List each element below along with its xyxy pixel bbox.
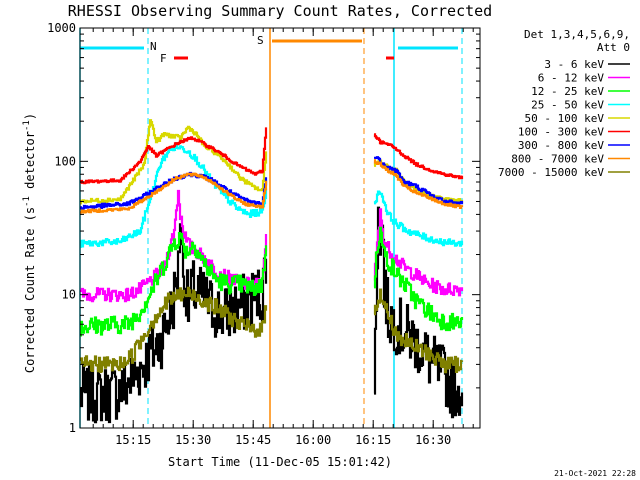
- x-tick-label: 16:15: [355, 433, 391, 447]
- x-tick-label: 15:30: [175, 433, 211, 447]
- saa-label: S: [257, 34, 264, 47]
- legend-entry-label: 50 - 100 keV: [525, 112, 605, 125]
- night-marker-label: N: [150, 40, 157, 53]
- legend-entry-label: 100 - 300 keV: [518, 126, 604, 139]
- timestamp: 21-Oct-2021 22:28: [554, 469, 636, 478]
- legend-entry-label: 6 - 12 keV: [538, 72, 605, 85]
- legend-header: Att 0: [597, 41, 630, 54]
- y-tick-label: 100: [54, 154, 76, 168]
- legend-entry-label: 3 - 6 keV: [544, 58, 604, 71]
- flare-label: F: [160, 52, 167, 65]
- x-tick-label: 15:45: [235, 433, 271, 447]
- y-tick-label: 1000: [47, 21, 76, 35]
- y-tick-label: 10: [62, 288, 76, 302]
- series-line: [79, 159, 464, 214]
- svg-text:Corrected Count Rate (s-1 dete: Corrected Count Rate (s-1 detector-1): [22, 113, 37, 373]
- y-axis-label: Corrected Count Rate (s-1 detector-1): [22, 113, 37, 373]
- x-tick-label: 16:30: [415, 433, 451, 447]
- legend-entry-label: 800 - 7000 keV: [511, 153, 604, 166]
- y-axis-label-sup: -1: [22, 196, 32, 207]
- plot-series: [79, 119, 464, 424]
- legend-entry-label: 12 - 25 keV: [531, 85, 604, 98]
- legend-entry-label: 7000 - 15000 keV: [498, 166, 604, 179]
- chart-title: RHESSI Observing Summary Count Rates, Co…: [68, 2, 492, 20]
- y-axis-label-part: Corrected Count Rate (s: [23, 207, 37, 373]
- y-axis-label-sup: -1: [22, 120, 32, 131]
- plot-axes: 1 10 100 1000 15:15 15:30 15:45 16:00 16:15 16:30: [47, 21, 481, 447]
- legend-header: Det 1,3,4,5,6,9,: [524, 28, 630, 41]
- x-tick-label: 15:15: [115, 433, 151, 447]
- x-tick-label: 16:00: [295, 433, 331, 447]
- series-line: [79, 127, 464, 185]
- y-axis-label-part: detector: [23, 131, 37, 196]
- y-axis-label-part: ): [23, 113, 37, 120]
- series-line: [79, 286, 464, 374]
- legend-entry-label: 25 - 50 keV: [531, 99, 604, 112]
- series-line: [79, 142, 464, 248]
- x-axis-label: Start Time (11-Dec-05 15:01:42): [168, 455, 392, 469]
- plot-frame: [79, 27, 481, 429]
- y-tick-label: 1: [69, 421, 76, 435]
- legend-entry-label: 300 - 800 keV: [518, 139, 604, 152]
- series-line: [79, 226, 464, 337]
